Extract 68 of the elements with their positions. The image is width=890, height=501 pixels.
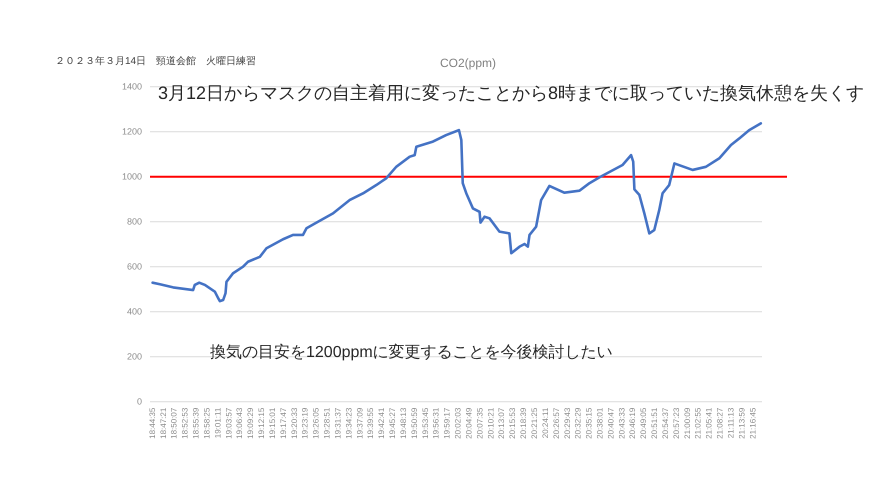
x-tick-label: 21:11:13 xyxy=(726,407,736,438)
y-tick-label: 0 xyxy=(136,396,142,407)
x-tick-label: 20:38:01 xyxy=(595,407,604,439)
x-tick-label: 19:37:09 xyxy=(355,407,364,439)
x-tick-label: 21:16:45 xyxy=(748,407,758,439)
x-tick-label: 21:00:09 xyxy=(682,407,692,439)
x-tick-label: 20:57:23 xyxy=(672,407,681,439)
x-tick-label: 19:17:47 xyxy=(278,407,288,439)
x-tick-label: 18:52:53 xyxy=(180,407,190,439)
y-tick-label: 200 xyxy=(126,352,142,362)
x-tick-label: 18:44:35 xyxy=(148,407,157,439)
x-tick-label: 19:15:01 xyxy=(268,407,277,439)
x-tick-label: 20:13:07 xyxy=(497,407,506,439)
x-tick-label: 19:01:11 xyxy=(213,407,222,438)
x-tick-label: 19:42:41 xyxy=(377,407,386,439)
x-tick-label: 21:08:27 xyxy=(716,407,725,439)
x-tick-label: 18:50:07 xyxy=(170,407,179,439)
y-tick-label: 600 xyxy=(126,262,142,272)
x-tick-label: 20:26:57 xyxy=(552,407,561,439)
x-tick-label: 20:18:39 xyxy=(519,407,528,439)
x-tick-label: 19:59:17 xyxy=(442,407,452,439)
x-tick-label: 19:26:05 xyxy=(312,407,321,439)
x-tick-label: 20:15:53 xyxy=(508,407,518,439)
x-tick-label: 19:45:27 xyxy=(388,407,398,439)
x-tick-label: 19:06:43 xyxy=(235,407,244,439)
x-tick-label: 20:35:15 xyxy=(584,407,594,439)
x-tick-label: 19:53:45 xyxy=(420,407,430,439)
x-tick-label: 18:47:21 xyxy=(158,407,168,439)
y-tick-label: 1200 xyxy=(122,126,142,137)
x-tick-label: 19:48:13 xyxy=(398,407,408,439)
x-tick-label: 20:54:37 xyxy=(661,407,670,439)
x-tick-label: 18:58:25 xyxy=(202,407,212,439)
x-tick-label: 19:20:33 xyxy=(290,407,299,439)
x-tick-label: 20:29:43 xyxy=(562,407,572,439)
chart-title: CO2(ppm) xyxy=(440,56,496,70)
x-tick-label: 20:02:03 xyxy=(454,407,463,439)
x-tick-label: 20:51:51 xyxy=(650,407,660,439)
x-tick-label: 20:46:19 xyxy=(628,407,638,439)
x-tick-label: 21:05:41 xyxy=(704,407,714,439)
x-tick-label: 20:04:49 xyxy=(464,407,474,439)
text: ２０２３年３月14日 頸道会館 火曜日練習 xyxy=(55,55,256,67)
x-tick-label: 19:12:15 xyxy=(257,407,266,439)
x-tick-label: 20:40:47 xyxy=(606,407,616,439)
x-tick-label: 19:56:31 xyxy=(432,407,441,439)
y-tick-label: 1400 xyxy=(122,82,142,92)
y-tick-label: 800 xyxy=(126,216,142,227)
x-tick-label: 21:02:55 xyxy=(694,407,703,439)
x-tick-label: 21:13:59 xyxy=(737,407,746,439)
x-tick-label: 20:24:11 xyxy=(540,407,550,438)
x-tick-label: 19:28:51 xyxy=(322,407,332,439)
x-tick-label: 19:09:29 xyxy=(246,407,256,439)
y-tick-label: 1000 xyxy=(122,172,142,182)
annotation: 3月12日からマスクの自主着用に変ったことから8時までに取っていた換気休憩を失くす xyxy=(158,83,864,103)
x-tick-label: 19:34:23 xyxy=(344,407,354,439)
x-tick-label: 19:39:55 xyxy=(366,407,376,439)
x-tick-label: 19:31:37 xyxy=(333,407,342,439)
x-tick-label: 18:55:39 xyxy=(192,407,201,439)
x-tick-label: 20:10:21 xyxy=(486,407,496,439)
x-tick-label: 20:43:33 xyxy=(617,407,626,439)
x-tick-label: 20:07:35 xyxy=(475,407,484,439)
x-tick-label: 20:21:25 xyxy=(530,407,539,439)
x-tick-label: 19:23:19 xyxy=(300,407,310,439)
annotation: 換気の目安を1200ppmに変更することを今後検討したい xyxy=(210,343,613,361)
x-tick-label: 19:03:57 xyxy=(224,407,234,439)
x-tick-label: 20:32:29 xyxy=(574,407,583,439)
x-tick-label: 20:49:05 xyxy=(639,407,648,439)
x-tick-label: 19:50:59 xyxy=(410,407,419,439)
y-tick-label: 400 xyxy=(126,306,142,317)
